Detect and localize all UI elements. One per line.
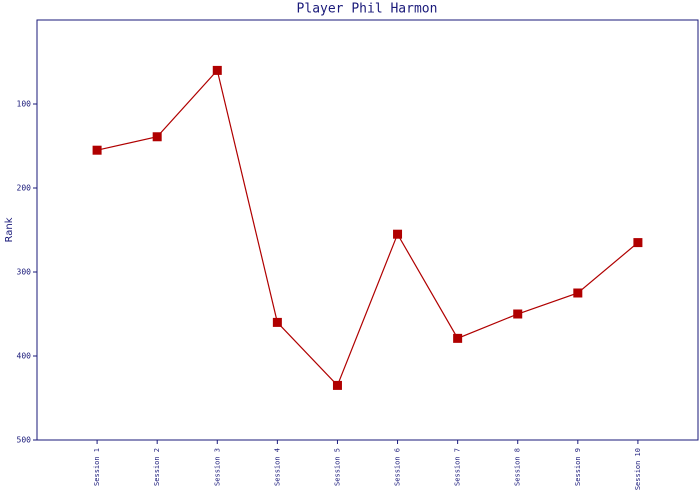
point-marker — [92, 145, 102, 155]
point-marker — [212, 65, 222, 75]
y-axis-label: Rank — [4, 217, 15, 242]
x-tick-label: Session 7 — [454, 448, 462, 486]
point-marker — [332, 380, 342, 390]
x-tick-label: Session 5 — [333, 448, 341, 486]
point-marker — [573, 288, 583, 298]
chart-title: Player Phil Harmon — [297, 2, 438, 17]
x-tick-label: Session 8 — [514, 448, 522, 486]
point-marker — [393, 229, 403, 239]
point-marker — [152, 132, 162, 142]
series-line — [96, 69, 639, 387]
x-tick-label: Session 6 — [394, 448, 402, 486]
point-marker — [633, 238, 643, 248]
x-tick-label: Session 2 — [153, 448, 161, 486]
point-marker — [453, 333, 463, 343]
x-tick-label: Session 9 — [574, 448, 582, 486]
x-tick-label: Session 3 — [213, 448, 221, 486]
y-tick-label: 400 — [17, 352, 32, 361]
y-tick-label: 200 — [17, 184, 32, 193]
y-tick-label: 500 — [17, 436, 32, 445]
y-tick-label: 300 — [17, 268, 32, 277]
x-tick-label: Session 4 — [273, 448, 281, 486]
y-tick-label: 100 — [17, 100, 32, 109]
point-marker — [272, 317, 282, 327]
plot-frame — [36, 19, 699, 441]
x-tick-label: Session 10 — [634, 448, 642, 490]
point-marker — [513, 309, 523, 319]
x-tick-label: Session 1 — [93, 448, 101, 486]
